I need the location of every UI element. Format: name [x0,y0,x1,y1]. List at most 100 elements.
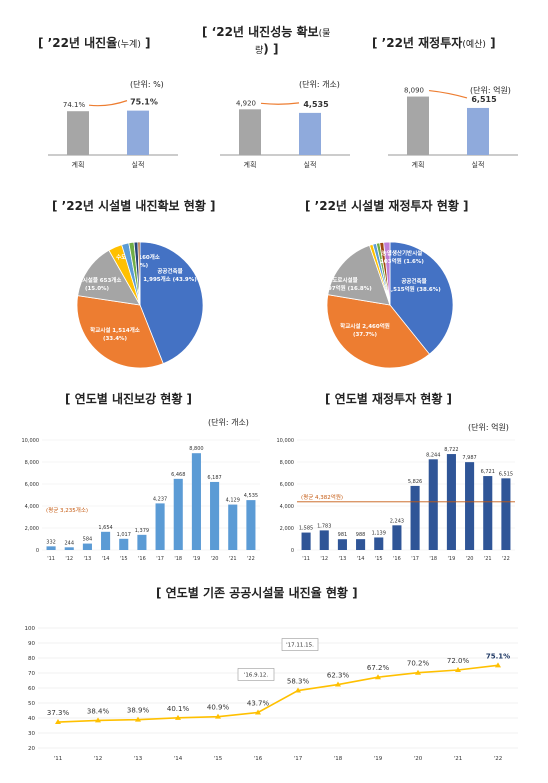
data-label: 75.1% [130,98,158,107]
chart-finance-budget: 계획 8,090 실적 6,515 [388,87,518,169]
y-tick-label: 2,000 [25,526,39,532]
data-label: 4,129 [226,498,240,504]
slice-label: 도로시설물 [332,276,357,284]
annotation-box [281,638,319,651]
data-label: 43.7% [247,699,270,707]
y-tick-label: 30 [28,731,35,737]
average-label: (평균 3,235개소) [46,506,88,514]
y-tick-label: 90 [28,641,35,647]
data-label: 8,090 [404,87,424,95]
data-label: 37.3% [47,709,70,717]
slice-label: 학교시설 1,514개소 [90,326,140,334]
y-tick-label: 0 [36,548,39,554]
data-label: 1,783 [317,523,331,529]
data-label: 981 [338,532,348,538]
column-bar [101,531,111,550]
x-tick-label: '15 [120,556,128,562]
column-bar [483,476,493,550]
x-tick-label: '11 [47,556,55,562]
data-label: 40.1% [167,705,190,713]
category-label: 실적 [472,160,485,169]
x-tick-label: '20 [414,756,423,762]
data-label: 6,515 [499,471,513,477]
y-tick-label: 40 [28,716,35,722]
y-tick-label: 70 [28,671,35,677]
marker-triangle [415,669,421,675]
x-tick-label: '20 [211,556,219,562]
y-tick-label: 10,000 [22,438,40,444]
column-bar [319,530,329,550]
x-tick-label: '18 [334,756,343,762]
x-tick-label: '16 [393,556,401,562]
rate-line [57,664,499,723]
x-tick-label: '17 [411,556,419,562]
x-tick-label: '11 [54,756,63,762]
data-label: 1,017 [117,532,131,538]
data-label: 4,535 [303,100,329,109]
title-yearly-finance: [ 연도별 재정투자 현황 ] [325,392,453,406]
column-bar [337,539,347,550]
data-label: 62.3% [327,672,350,680]
y-tick-label: 80 [28,656,35,662]
x-tick-label: '18 [174,556,182,562]
x-tick-label: '11 [302,556,310,562]
x-tick-label: '14 [102,556,110,562]
marker-triangle [55,719,61,725]
y-tick-label: 6,000 [280,482,294,488]
y-tick-label: 4,000 [280,504,294,510]
unit-100m-won-yearly: (단위: 억원) [468,423,509,432]
x-tick-label: '12 [65,556,73,562]
y-tick-label: 8,000 [25,460,39,466]
title-yearly-rate: [ 연도별 기존 공공시설물 내진율 현황 ] [156,586,358,600]
data-label: 70.2% [407,660,430,668]
marker-triangle [215,713,221,719]
data-label: 4,237 [153,496,167,502]
y-tick-label: 60 [28,686,35,692]
column-bar [410,485,420,550]
x-tick-label: '18 [429,556,437,562]
marker-triangle [135,716,141,722]
column-bar [374,537,384,550]
chart-seismic-rate: 계획 74.1% 실적 75.1% [48,98,178,169]
column-bar [228,504,238,550]
x-tick-label: '22 [247,556,255,562]
column-bar [119,538,129,550]
data-label: 74.1% [63,101,86,109]
data-label: 1,585 [299,526,313,532]
x-tick-label: '16 [138,556,146,562]
data-label: 6,721 [481,469,495,475]
title-facility-seismic: [ ’22년 시설별 내진확보 현황 ] [52,199,216,213]
y-tick-label: 8,000 [280,460,294,466]
pie-slice [76,295,164,369]
column-bar [137,534,147,550]
pie-slice [383,241,391,306]
category-label: 실적 [132,160,145,169]
data-label: 8,244 [426,452,440,458]
data-label: 4,535 [244,493,258,499]
unit-percent: (단위: %) [130,80,164,89]
slice-label: 공공건축물 [401,277,426,285]
column-bar [428,459,438,550]
marker-triangle [495,662,501,668]
trend-curve [260,102,300,105]
column-bar [46,546,56,550]
slice-label: 2,515억원 (38.6%) [387,285,441,293]
x-tick-label: '22 [502,556,510,562]
data-label: 38.4% [87,707,110,715]
bar-plan [407,96,429,155]
data-label: 58.3% [287,678,310,686]
unit-sites-yearly: (단위: 개소) [208,418,249,427]
title-yearly-reinforce: [ 연도별 내진보강 현황 ] [65,392,193,406]
y-tick-label: 6,000 [25,482,39,488]
x-tick-label: '12 [94,756,103,762]
data-label: 6,515 [471,95,497,104]
x-tick-label: '15 [214,756,223,762]
slice-label: 농업생산기반시설 [382,249,422,257]
slice-label: 공공건축물 [157,267,182,275]
pie-slice [137,241,141,306]
annotation-box [237,668,275,681]
title-seismic-performance-cont: 량) ] [255,42,279,56]
data-label: 6,468 [171,472,185,478]
average-label: (평균 4,382억원) [301,493,343,501]
slice-label: 도로시설물 653개소 [73,276,122,284]
